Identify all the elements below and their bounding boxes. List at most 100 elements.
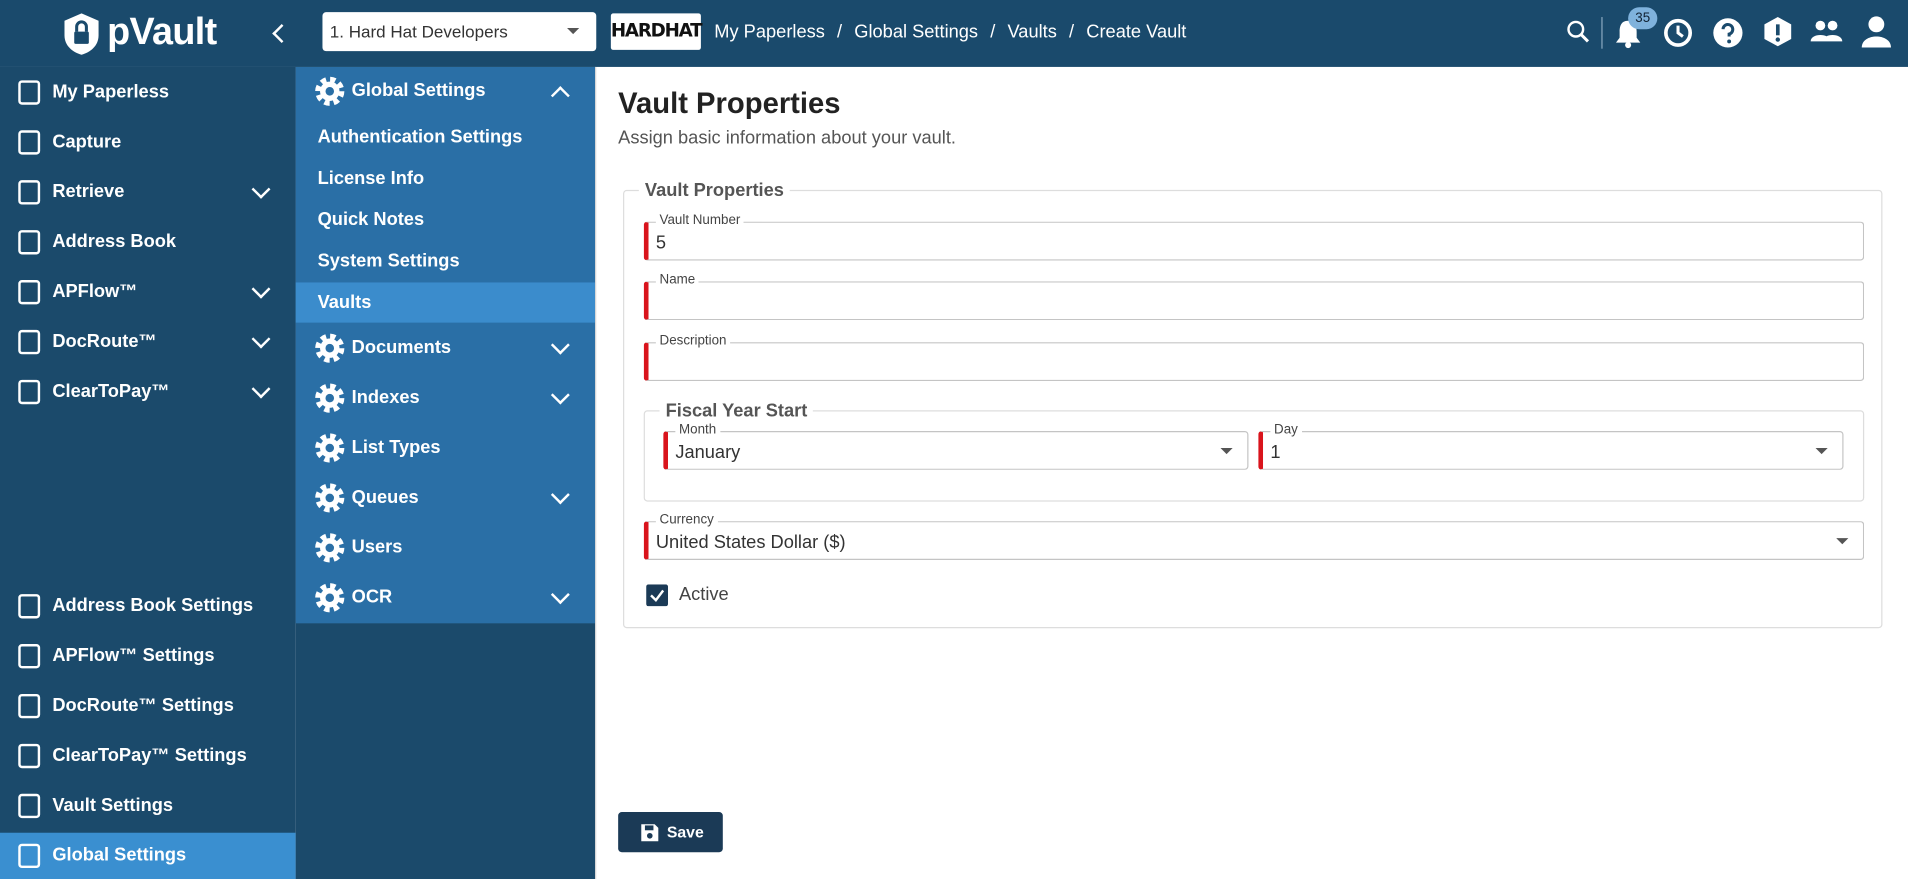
expand-chevron	[550, 585, 570, 605]
nav-item[interactable]: APFlow™	[0, 269, 296, 315]
settings-group-label: Documents	[351, 337, 452, 358]
field-value: 1	[1270, 441, 1281, 463]
nav-label: Vault Settings	[52, 794, 174, 816]
gear-icon	[315, 533, 345, 563]
save-button[interactable]: Save	[618, 812, 723, 853]
nav-item[interactable]: ClearToPay™	[0, 369, 296, 415]
nav-icon	[18, 594, 41, 619]
gear-icon	[315, 383, 345, 413]
history-icon[interactable]	[1661, 16, 1695, 50]
field-value: January	[675, 441, 741, 463]
save-icon	[641, 824, 659, 842]
nav-item[interactable]: DocRoute™	[0, 319, 296, 365]
nav-icon	[18, 180, 41, 205]
expand-chevron	[251, 279, 271, 299]
nav-label: Global Settings	[52, 844, 187, 866]
brand-icon	[64, 13, 99, 55]
content: Vault Properties Assign basic informatio…	[595, 66, 1908, 879]
help-icon[interactable]	[1711, 16, 1745, 50]
nav-item-selected[interactable]: Global Settings	[0, 832, 296, 879]
settings-group-label: Users	[351, 536, 403, 558]
settings-group-label: OCR	[351, 586, 393, 608]
nav-item[interactable]: Capture	[0, 119, 296, 165]
breadcrumb[interactable]: Create Vault	[1086, 21, 1187, 43]
nav-icon	[18, 379, 41, 405]
alert-icon[interactable]	[1762, 16, 1794, 48]
settings-group[interactable]: OCR	[296, 577, 595, 618]
breadcrumb[interactable]: Vaults	[1007, 21, 1057, 43]
nav-item[interactable]: APFlow™ Settings	[0, 633, 296, 679]
currency-select[interactable]: Currency United States Dollar ($)	[643, 512, 1865, 561]
vault-number-field[interactable]: Vault Number 5	[643, 213, 1865, 261]
properties-fieldset: Vault Properties Vault Number 5 Name Desc…	[623, 180, 1883, 629]
nav-item[interactable]: DocRoute™ Settings	[0, 683, 296, 729]
gear-icon	[315, 433, 345, 463]
settings-group-label: Queues	[351, 486, 419, 508]
nav-label: ClearToPay™ Settings	[52, 745, 247, 766]
field-label: Name	[655, 272, 699, 288]
day-select[interactable]: Day 1	[1258, 422, 1844, 470]
nav-label: Address Book Settings	[52, 595, 254, 617]
gear-icon	[315, 483, 345, 513]
settings-group[interactable]: Users	[296, 527, 595, 568]
settings-group-label: Global Settings	[351, 80, 486, 102]
users-icon[interactable]	[1809, 18, 1843, 45]
field-value: 5	[655, 232, 667, 254]
fiscal-fieldset: Fiscal Year Start Month January Day 1	[643, 400, 1865, 502]
nav-icon	[18, 280, 41, 305]
expand-chevron	[550, 385, 570, 405]
account-icon[interactable]	[1861, 15, 1893, 49]
company-logo: HARDHAT	[610, 13, 703, 50]
field-label: Day	[1270, 422, 1302, 438]
settings-group-label: Indexes	[351, 387, 420, 408]
notification-count: 35	[1628, 7, 1658, 30]
description-field[interactable]: Description	[643, 333, 1865, 382]
nav-label: APFlow™ Settings	[52, 645, 215, 666]
settings-group[interactable]: Documents	[296, 327, 595, 368]
nav-item[interactable]: My Paperless	[0, 69, 296, 115]
nav-item[interactable]: Address Book	[0, 219, 296, 265]
settings-group[interactable]: Indexes	[296, 377, 595, 418]
settings-link[interactable]: Authentication Settings	[317, 126, 523, 148]
fieldset-legend: Vault Properties	[638, 180, 790, 201]
search-icon[interactable]	[1566, 19, 1590, 43]
gear-icon	[315, 333, 345, 363]
settings-group[interactable]: List Types	[296, 427, 595, 468]
settings-group[interactable]: Global Settings	[296, 71, 595, 112]
nav-label: APFlow™	[52, 281, 138, 302]
field-label: Month	[675, 422, 720, 438]
nav-icon	[18, 793, 41, 819]
collapse-menu[interactable]	[272, 24, 292, 43]
name-field[interactable]: Name	[643, 272, 1865, 321]
nav-icon	[18, 230, 41, 255]
page-title: Vault Properties	[618, 87, 841, 121]
settings-link-selected[interactable]: Vaults	[295, 282, 596, 323]
month-select[interactable]: Month January	[663, 422, 1249, 470]
settings-nav-panel	[295, 66, 596, 624]
brand: pVault	[107, 9, 217, 53]
nav-item[interactable]: ClearToPay™ Settings	[0, 733, 296, 779]
active-label: Active	[678, 584, 729, 606]
nav-icon	[18, 80, 41, 105]
nav-label: Address Book	[52, 231, 177, 253]
nav-icon	[18, 130, 41, 155]
nav-item[interactable]: Address Book Settings	[0, 583, 296, 629]
nav-item[interactable]: Vault Settings	[0, 783, 296, 829]
nav-label: DocRoute™ Settings	[52, 695, 234, 716]
breadcrumb[interactable]: My Paperless	[714, 21, 825, 43]
settings-nav: Global Settings Authentication Settings Li…	[295, 66, 596, 879]
breadcrumb-separator: /	[990, 21, 996, 43]
organization-select[interactable]: 1. Hard Hat Developers	[322, 12, 597, 52]
active-checkbox[interactable]	[646, 584, 669, 607]
breadcrumbs: My Paperless / Global Settings / Vaults / Crea…	[714, 22, 1186, 43]
gear-icon	[315, 76, 345, 106]
settings-group[interactable]: Queues	[296, 477, 595, 518]
settings-link[interactable]: Quick Notes	[317, 209, 425, 231]
breadcrumb[interactable]: Global Settings	[854, 21, 979, 43]
collapse-chevron	[550, 86, 570, 106]
expand-chevron	[251, 329, 271, 349]
settings-link[interactable]: License Info	[317, 168, 425, 189]
nav-item[interactable]: Retrieve	[0, 169, 296, 215]
settings-link[interactable]: System Settings	[317, 250, 460, 272]
